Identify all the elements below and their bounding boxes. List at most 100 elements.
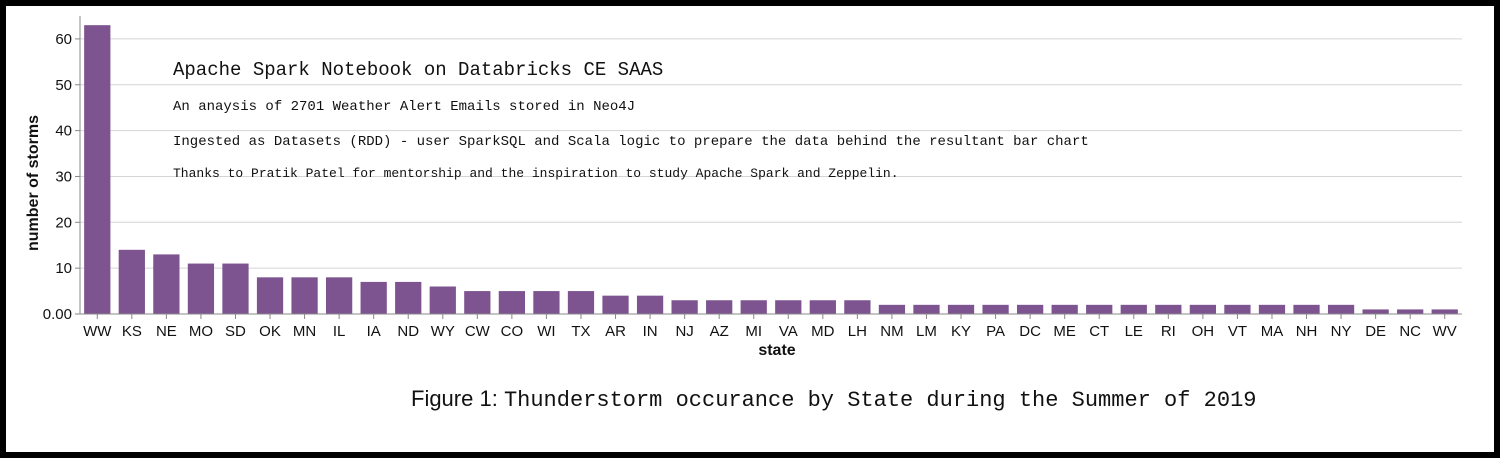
- x-tick-label: VA: [779, 323, 798, 340]
- y-tick-label: 10: [55, 260, 72, 277]
- bar-vt: [1224, 304, 1251, 314]
- x-tick-label: PA: [986, 323, 1005, 340]
- x-tick-label: WY: [431, 323, 455, 340]
- bar-nc: [1397, 309, 1424, 314]
- x-tick-label: TX: [571, 323, 590, 340]
- caption-text: Thunderstorm occurance by State during t…: [503, 388, 1257, 413]
- y-tick-label: 0.00: [43, 306, 72, 323]
- bar-ct: [1086, 304, 1113, 314]
- bar-mo: [187, 263, 215, 314]
- x-tick-label: ME: [1053, 323, 1076, 340]
- annotation-line-2: Ingested as Datasets (RDD) - user SparkS…: [173, 134, 1089, 150]
- bar-oh: [1189, 304, 1217, 314]
- y-tick-label: 40: [55, 123, 72, 140]
- bar-chart: 0.00 10 20 30 40 50 60 WW KS NE MO SD OK MN IL IA ND WY CW…: [25, 16, 1462, 359]
- x-tick-label: NC: [1399, 323, 1421, 340]
- x-tick-label: NM: [880, 323, 903, 340]
- x-tick-label: LE: [1125, 323, 1143, 340]
- annotation-line-3: Thanks to Pratik Patel for mentorship an…: [173, 166, 899, 181]
- bar-ok: [256, 277, 284, 314]
- bar-wv: [1431, 309, 1458, 314]
- bar-in: [636, 295, 664, 314]
- bar-ks: [118, 249, 145, 314]
- x-tick-label: WV: [1433, 323, 1457, 340]
- x-tick-label: MN: [293, 323, 316, 340]
- x-tick-label: NH: [1296, 323, 1318, 340]
- x-tick-label: NJ: [675, 323, 693, 340]
- x-tick-label: DC: [1019, 323, 1041, 340]
- x-tick-label: KY: [951, 323, 971, 340]
- x-axis-title: state: [758, 342, 795, 359]
- bar-ma: [1258, 304, 1286, 314]
- figure-frame: 0.00 10 20 30 40 50 60 WW KS NE MO SD OK MN IL IA ND WY CW…: [6, 6, 1494, 452]
- bar-nj: [671, 300, 698, 314]
- bar-de: [1362, 309, 1389, 314]
- bar-wi: [533, 291, 560, 314]
- x-tick-label: MI: [745, 323, 762, 340]
- y-axis-title: number of storms: [25, 115, 42, 251]
- axes: 0.00 10 20 30 40 50 60 WW KS NE MO SD OK MN IL IA ND WY CW…: [43, 16, 1462, 340]
- caption-prefix: Figure 1:: [411, 386, 498, 411]
- x-tick-label: MA: [1261, 323, 1284, 340]
- x-tick-label: LM: [916, 323, 937, 340]
- bar-mi: [740, 300, 767, 314]
- x-tick-label: DE: [1365, 323, 1386, 340]
- bar-mn: [291, 277, 318, 314]
- bar-nd: [395, 281, 422, 314]
- x-tick-label: SD: [225, 323, 246, 340]
- x-tick-label: IN: [643, 323, 658, 340]
- x-tick-label: WW: [83, 323, 112, 340]
- x-tick-label: OH: [1192, 323, 1215, 340]
- bar-cw: [464, 291, 491, 314]
- x-tick-label: VT: [1228, 323, 1247, 340]
- bar-dc: [1016, 304, 1044, 314]
- bar-ny: [1327, 304, 1355, 314]
- bar-ia: [360, 281, 387, 314]
- x-tick-label: RI: [1161, 323, 1176, 340]
- bar-tx: [567, 291, 595, 314]
- bar-il: [325, 277, 353, 314]
- bar-nh: [1293, 304, 1320, 314]
- y-tick-label: 60: [55, 31, 72, 48]
- bar-pa: [982, 304, 1009, 314]
- figure-caption: Figure 1: Thunderstorm occurance by Stat…: [411, 386, 1256, 413]
- annotation-title: Apache Spark Notebook on Databricks CE S…: [173, 59, 663, 81]
- bar-ww: [84, 25, 111, 315]
- x-tick-label: LH: [848, 323, 867, 340]
- bar-le: [1120, 304, 1147, 314]
- x-tick-label: NE: [156, 323, 177, 340]
- bar-az: [706, 300, 733, 314]
- x-tick-label: ND: [397, 323, 419, 340]
- x-tick-label: CT: [1089, 323, 1109, 340]
- gridlines: [80, 38, 1462, 315]
- bar-sd: [222, 263, 249, 314]
- y-tick-label: 20: [55, 214, 72, 231]
- x-tick-label: WI: [537, 323, 555, 340]
- bar-wy: [429, 286, 456, 314]
- bars: [84, 25, 1458, 315]
- x-tick-label: CW: [465, 323, 491, 340]
- x-tick-label: IL: [333, 323, 346, 340]
- x-tick-label: MD: [811, 323, 834, 340]
- x-tick-label: AZ: [710, 323, 729, 340]
- bar-va: [775, 300, 802, 314]
- bar-me: [1051, 304, 1078, 314]
- x-tick-label: MO: [189, 323, 213, 340]
- bar-ky: [947, 304, 975, 314]
- bar-ri: [1155, 304, 1182, 314]
- y-tick-label: 30: [55, 168, 72, 185]
- x-tick-label: OK: [259, 323, 281, 340]
- bar-lm: [913, 304, 940, 314]
- bar-md: [809, 300, 836, 314]
- bar-ar: [602, 295, 629, 314]
- bar-lh: [844, 300, 871, 314]
- x-tick-label: AR: [605, 323, 626, 340]
- bar-nm: [878, 304, 906, 314]
- x-tick-label: KS: [122, 323, 142, 340]
- x-tick-label: NY: [1331, 323, 1352, 340]
- annotation-line-1: An anaysis of 2701 Weather Alert Emails …: [173, 99, 635, 115]
- y-tick-label: 50: [55, 77, 72, 94]
- x-tick-label: CO: [501, 323, 524, 340]
- bar-ne: [153, 254, 180, 314]
- bar-co: [498, 291, 526, 314]
